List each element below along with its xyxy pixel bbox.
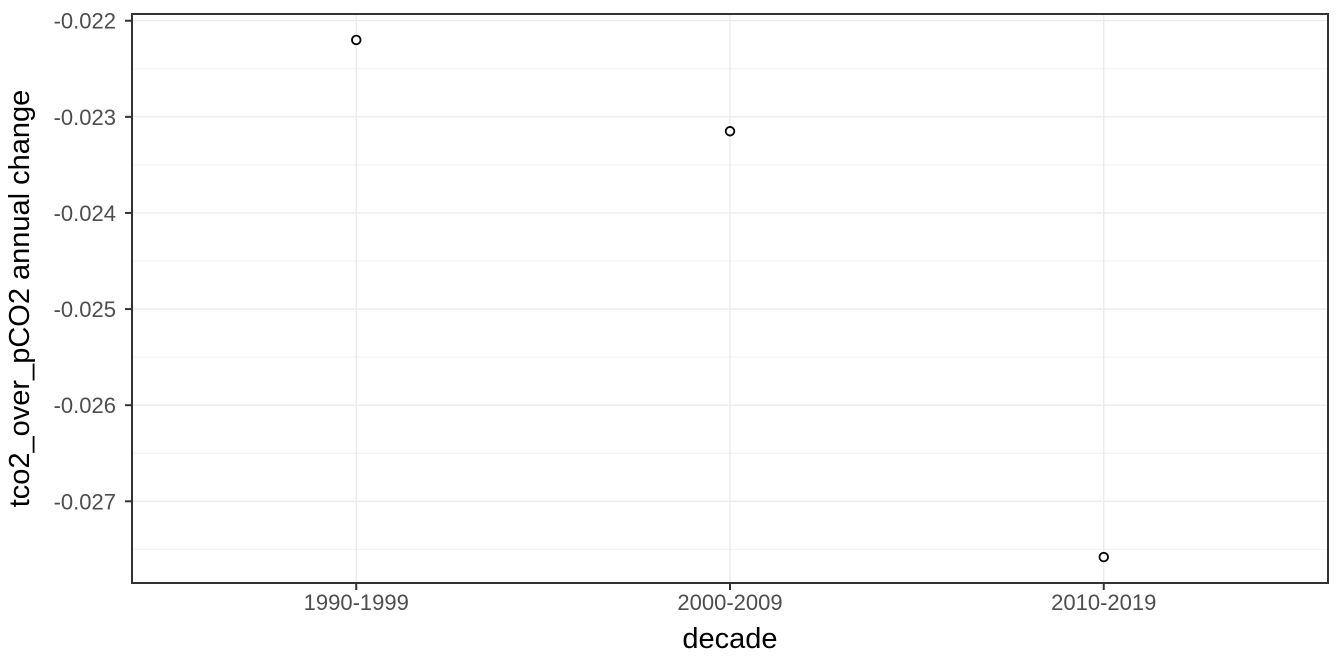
y-tick-label: -0.026 xyxy=(54,393,116,418)
y-tick-label: -0.022 xyxy=(54,9,116,34)
data-point xyxy=(351,34,362,46)
x-axis-title: decade xyxy=(682,623,777,655)
x-tick-label: 2000-2009 xyxy=(677,590,782,615)
y-tick-label: -0.027 xyxy=(54,489,116,514)
x-tick-label: 1990-1999 xyxy=(304,590,409,615)
data-point xyxy=(1098,551,1109,563)
y-tick-label: -0.023 xyxy=(54,105,116,130)
data-point xyxy=(724,126,736,137)
y-axis-title: tco2_over_pCO2 annual change xyxy=(4,90,36,508)
y-tick-label: -0.024 xyxy=(54,201,116,226)
y-tick-label: -0.025 xyxy=(54,297,116,322)
x-tick-label: 2010-2019 xyxy=(1051,590,1156,615)
chart-layers: -0.022 -0.023 -0.024 -0.025 -0.026 -0.027 1990… xyxy=(54,9,1329,615)
